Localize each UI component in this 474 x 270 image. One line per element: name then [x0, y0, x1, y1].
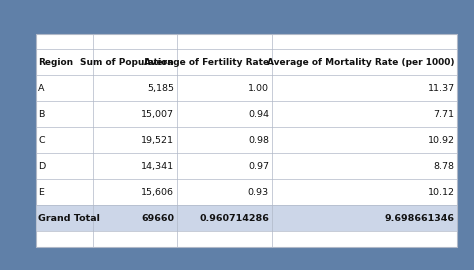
Text: 15,606: 15,606: [141, 188, 174, 197]
Text: B: B: [38, 110, 45, 119]
Text: A: A: [38, 84, 45, 93]
Text: E: E: [38, 188, 44, 197]
Text: 7.71: 7.71: [434, 110, 455, 119]
Text: 0.97: 0.97: [248, 162, 269, 171]
Text: 5,185: 5,185: [147, 84, 174, 93]
Bar: [36, 205, 457, 231]
Text: 11.37: 11.37: [428, 84, 455, 93]
Text: 1.00: 1.00: [248, 84, 269, 93]
Text: 19,521: 19,521: [141, 136, 174, 145]
Text: 9.698661346: 9.698661346: [384, 214, 455, 223]
Text: 8.78: 8.78: [434, 162, 455, 171]
Text: Average of Mortality Rate (per 1000): Average of Mortality Rate (per 1000): [267, 58, 455, 67]
Text: 0.93: 0.93: [248, 188, 269, 197]
Text: Average of Fertility Rate: Average of Fertility Rate: [144, 58, 269, 67]
Text: C: C: [38, 136, 45, 145]
Text: 0.98: 0.98: [248, 136, 269, 145]
Bar: [36, 34, 457, 247]
Text: 10.92: 10.92: [428, 136, 455, 145]
Text: D: D: [38, 162, 46, 171]
Text: Grand Total: Grand Total: [38, 214, 100, 223]
Text: 14,341: 14,341: [141, 162, 174, 171]
Text: 69660: 69660: [141, 214, 174, 223]
Text: Sum of Population: Sum of Population: [80, 58, 174, 67]
Text: 0.94: 0.94: [248, 110, 269, 119]
Text: 15,007: 15,007: [141, 110, 174, 119]
Text: 0.960714286: 0.960714286: [199, 214, 269, 223]
Text: Region: Region: [38, 58, 73, 67]
Text: 10.12: 10.12: [428, 188, 455, 197]
